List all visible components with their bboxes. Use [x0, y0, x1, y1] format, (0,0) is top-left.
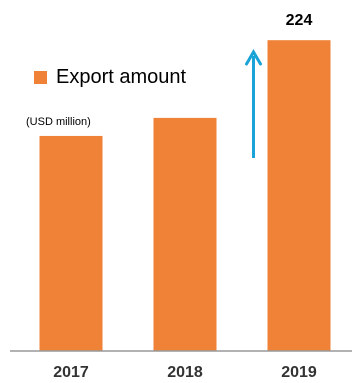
x-tick-label-2019: 2019	[281, 364, 317, 381]
legend-label: Export amount	[56, 66, 187, 88]
unit-label: (USD million)	[26, 116, 91, 128]
bar-2019	[267, 40, 331, 351]
data-label-2019: 224	[286, 12, 313, 29]
bar-2017	[39, 135, 103, 351]
growth-arrow-icon	[245, 49, 262, 158]
legend-swatch	[34, 71, 47, 84]
x-tick-label-2018: 2018	[167, 364, 203, 381]
legend: Export amount	[34, 66, 186, 89]
x-tick-label-2017: 2017	[53, 364, 89, 381]
bar-2018	[153, 117, 217, 352]
growth-arrow-head	[245, 49, 262, 66]
